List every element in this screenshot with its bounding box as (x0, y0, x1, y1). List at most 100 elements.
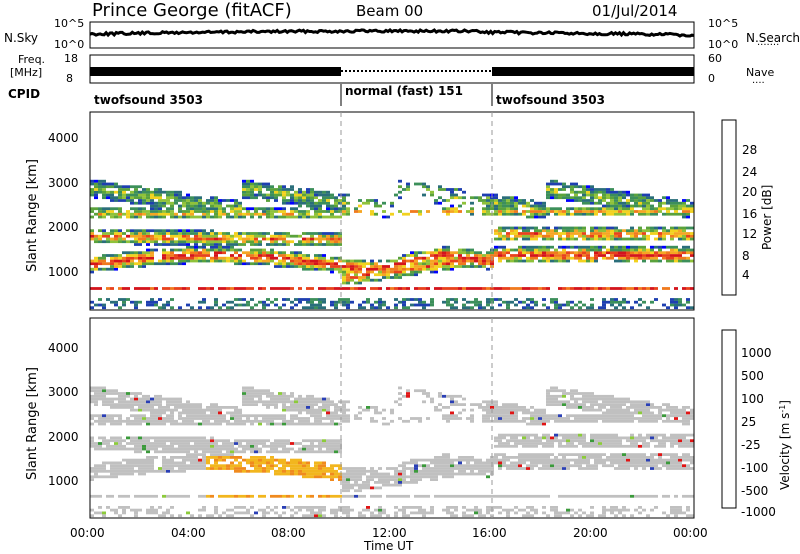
power-cell (682, 248, 686, 252)
velocity-cell (222, 447, 226, 451)
velocity-cell (390, 408, 394, 412)
power-cell (94, 188, 98, 191)
velocity-cell (154, 403, 158, 406)
velocity-cell (106, 439, 110, 443)
power-cell (366, 267, 370, 271)
power-cell (250, 182, 254, 186)
velocity-cell (502, 453, 506, 456)
velocity-cell (494, 494, 498, 498)
velocity-cell (362, 483, 366, 487)
velocity-cell (370, 514, 374, 518)
power-cell (254, 248, 258, 252)
power-cell (338, 256, 342, 260)
power-cell (410, 262, 414, 266)
power-cell (646, 204, 650, 208)
velocity-cell (582, 439, 586, 443)
power-cell (606, 190, 610, 194)
power-cell (410, 254, 414, 257)
power-cell (430, 300, 434, 304)
power-cell (510, 232, 514, 235)
velocity-cell (278, 472, 282, 476)
power-cell (618, 248, 622, 252)
velocity-cell (530, 467, 534, 470)
power-cell (582, 303, 586, 307)
power-cell (310, 267, 314, 271)
power-cell (526, 303, 530, 307)
velocity-cell (342, 481, 346, 484)
velocity-cell (326, 400, 330, 404)
power-cell (314, 265, 318, 268)
velocity-cell (162, 439, 166, 443)
velocity-cell (122, 400, 126, 404)
power-cell (334, 287, 338, 290)
power-cell (390, 270, 394, 274)
power-cell (566, 185, 570, 189)
velocity-cell (286, 400, 290, 404)
power-cell (614, 196, 618, 200)
power-cell (362, 259, 366, 263)
power-cell (210, 210, 214, 213)
power-cell (194, 237, 198, 241)
velocity-cell (402, 478, 406, 481)
power-cell (154, 240, 158, 244)
power-cell (646, 287, 650, 290)
velocity-cell (322, 450, 326, 454)
velocity-cell (426, 392, 430, 395)
velocity-cell (506, 467, 510, 470)
power-cell (202, 204, 206, 208)
power-cell (294, 193, 298, 197)
power-cell (414, 254, 418, 257)
power-cell (322, 237, 326, 241)
velocity-cell (566, 406, 570, 409)
velocity-cell (462, 397, 466, 401)
power-cell (554, 210, 558, 213)
velocity-cell (322, 417, 326, 420)
power-cell (346, 210, 350, 213)
power-cell (174, 212, 178, 216)
velocity-cell (570, 392, 574, 395)
velocity-cell (330, 467, 334, 470)
power-cell (518, 248, 522, 252)
power-cell (146, 254, 150, 257)
power-cell (422, 287, 426, 290)
velocity-cell (326, 494, 330, 498)
power-cell (590, 248, 594, 252)
velocity-cell (486, 508, 490, 512)
velocity-cell (298, 464, 302, 468)
power-cell (510, 207, 514, 211)
power-cell (662, 256, 666, 260)
power-cell (462, 262, 466, 266)
velocity-cell (342, 403, 346, 406)
power-cell (594, 245, 598, 249)
velocity-cell (110, 406, 114, 409)
power-cell (298, 254, 302, 257)
power-cell (606, 251, 610, 255)
power-cell (398, 190, 402, 194)
power-cell (90, 210, 94, 213)
velocity-cell (90, 414, 94, 418)
velocity-cell (354, 489, 358, 493)
velocity-cell (98, 394, 102, 398)
power-cell (530, 199, 534, 202)
power-cell (574, 232, 578, 235)
power-cell (690, 248, 694, 252)
power-cell (582, 201, 586, 205)
power-cell (126, 254, 130, 257)
velocity-cell (438, 394, 442, 398)
velocity-cell (158, 422, 162, 426)
velocity-cell (226, 419, 230, 423)
power-cell (686, 300, 690, 304)
velocity-cell (162, 442, 166, 445)
power-cell (154, 303, 158, 307)
power-cell (94, 207, 98, 211)
power-cell (146, 248, 150, 252)
power-cell (534, 207, 538, 211)
velocity-cell (478, 403, 482, 406)
power-cell (566, 287, 570, 290)
power-cell (158, 229, 162, 233)
power-cell (658, 199, 662, 202)
velocity-cell (126, 419, 130, 423)
power-cell (314, 303, 318, 307)
velocity-cell (474, 472, 478, 476)
power-cell (342, 201, 346, 205)
